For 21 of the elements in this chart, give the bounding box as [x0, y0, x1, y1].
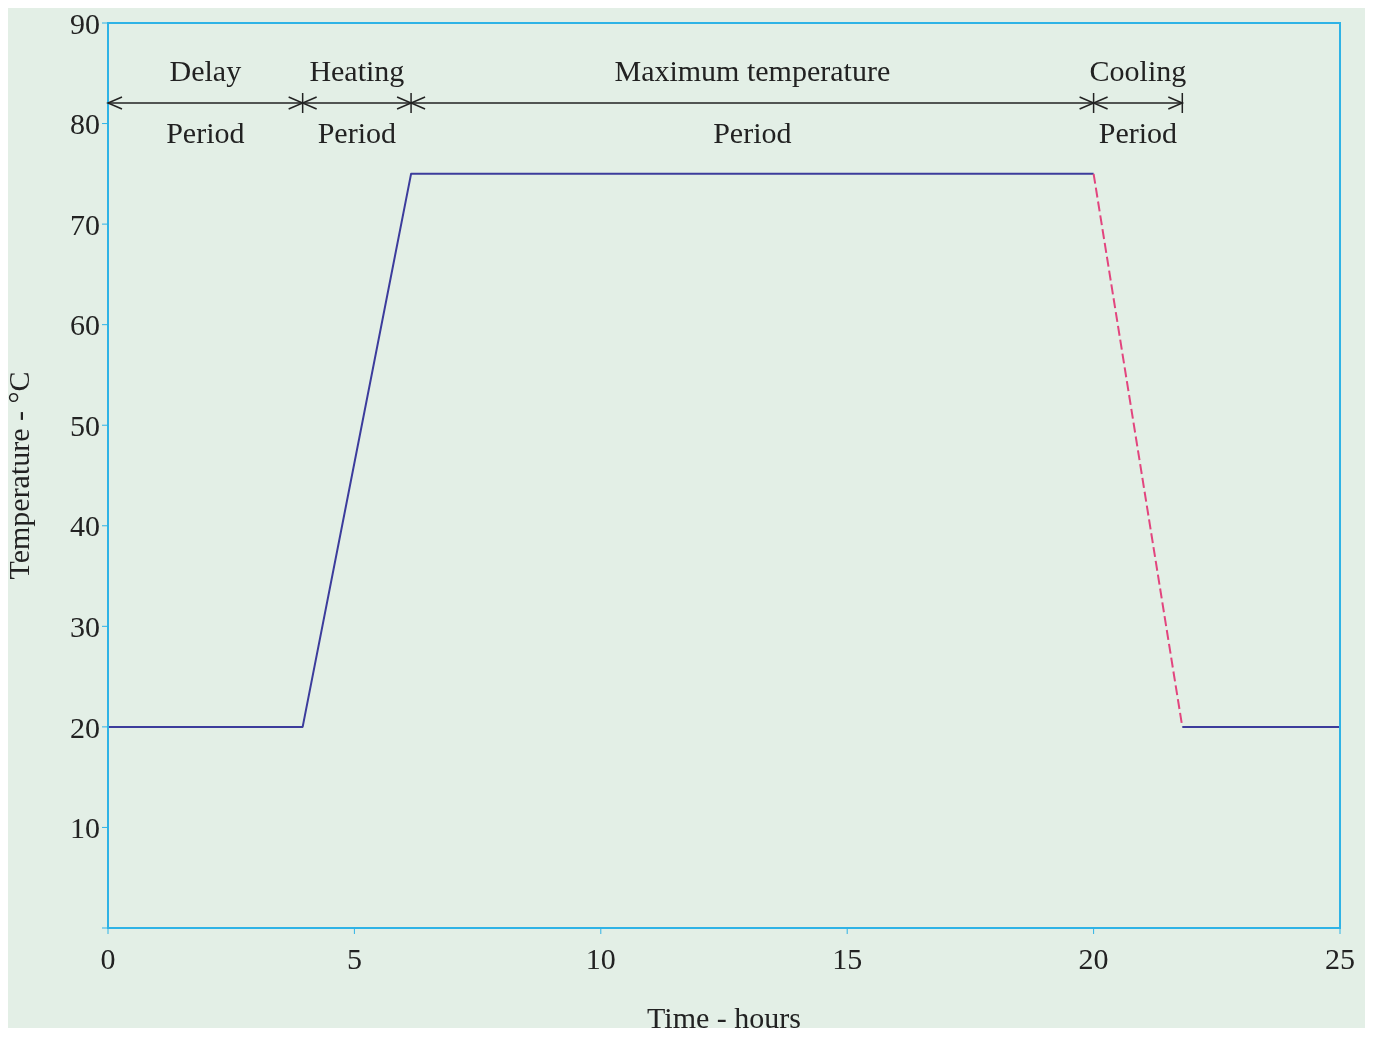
y-tick-label: 90 — [70, 6, 100, 40]
y-tick-label: 60 — [70, 308, 100, 342]
y-tick-label: 20 — [70, 710, 100, 744]
x-tick-label: 15 — [832, 942, 863, 976]
annotation: Delay Period — [166, 54, 245, 149]
annotation: Cooling Period — [1089, 54, 1187, 149]
x-tick-label: 20 — [1078, 942, 1109, 976]
x-tick-label: 25 — [1325, 942, 1355, 976]
x-tick-label: 10 — [585, 942, 616, 976]
y-tick-label: 70 — [70, 207, 100, 241]
annotation: Heating Period — [309, 54, 405, 149]
y-tick-label: 50 — [70, 408, 100, 442]
y-tick-label: 30 — [70, 609, 100, 643]
x-axis-title: Time - hours — [647, 1001, 801, 1034]
y-tick-label: 10 — [70, 811, 100, 845]
x-tick-label: 5 — [346, 942, 362, 976]
y-tick-label: 80 — [70, 107, 100, 141]
annotation: Maximum temperature Period — [614, 54, 891, 149]
y-axis-title: Temperature - °C — [1, 371, 35, 580]
x-tick-label: 0 — [100, 942, 116, 976]
y-tick-label: 40 — [70, 509, 100, 543]
